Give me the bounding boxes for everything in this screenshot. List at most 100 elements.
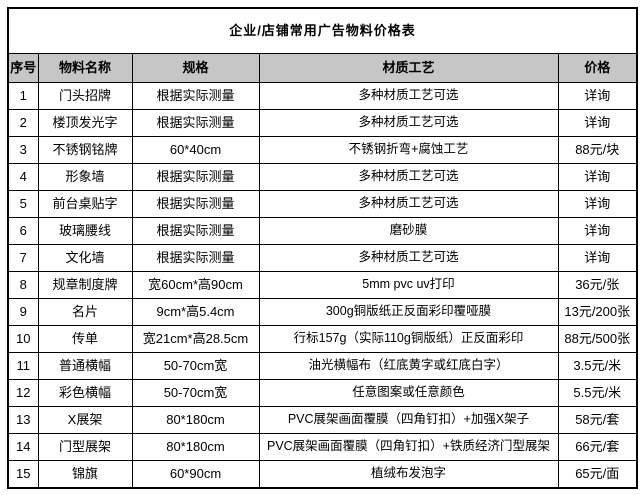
- table-row: 5 前台桌贴字 根据实际测量 多种材质工艺可选 详询: [7, 190, 638, 218]
- table-row: 3 不锈钢铭牌 60*40cm 不锈钢折弯+腐蚀工艺 88元/块: [7, 136, 638, 164]
- cell-process: 植绒布发泡字: [258, 460, 559, 489]
- cell-spec: 根据实际测量: [131, 190, 260, 218]
- cell-price: 详询: [557, 217, 638, 245]
- cell-price: 详询: [557, 244, 638, 272]
- cell-spec: 50-70cm宽: [131, 352, 260, 380]
- column-header-cell-spec: 规格: [131, 53, 260, 83]
- cell-index: 12: [7, 379, 39, 407]
- cell-price: 3.5元/米: [557, 352, 638, 380]
- cell-process: 磨砂膜: [258, 217, 559, 245]
- cell-process: 多种材质工艺可选: [258, 190, 559, 218]
- cell-index: 3: [7, 136, 39, 164]
- cell-price: 5.5元/米: [557, 379, 638, 407]
- cell-material-name: 门头招牌: [37, 82, 133, 110]
- cell-spec: 60*40cm: [131, 136, 260, 164]
- cell-material-name: 玻璃腰线: [37, 217, 133, 245]
- cell-index: 14: [7, 433, 39, 461]
- cell-material-name: 文化墙: [37, 244, 133, 272]
- cell-spec: 60*90cm: [131, 460, 260, 489]
- cell-process: 行标157g（实际110g铜版纸）正反面彩印: [258, 325, 559, 353]
- price-table-container: 企业/店铺常用广告物料价格表 序号 物料名称 规格 材质工艺 价格 1 门头招牌 根据实际测…: [7, 7, 638, 489]
- cell-process: 多种材质工艺可选: [258, 82, 559, 110]
- cell-material-name: 门型展架: [37, 433, 133, 461]
- cell-index: 2: [7, 109, 39, 137]
- table-row: 13 X展架 80*180cm PVC展架画面覆膜（四角钉扣）+加强X架子 58元/套: [7, 406, 638, 434]
- header-row: 序号 物料名称 规格 材质工艺 价格: [7, 53, 638, 83]
- cell-price: 58元/套: [557, 406, 638, 434]
- cell-process: PVC展架画面覆膜（四角钉扣）+铁质经济门型展架: [258, 433, 559, 461]
- cell-material-name: 普通横幅: [37, 352, 133, 380]
- cell-price: 详询: [557, 190, 638, 218]
- table-row: 10 传单 宽21cm*高28.5cm 行标157g（实际110g铜版纸）正反面彩印 8…: [7, 325, 638, 353]
- table-row: 9 名片 9cm*高5.4cm 300g铜版纸正反面彩印覆哑膜 13元/200张: [7, 298, 638, 326]
- cell-price: 详询: [557, 109, 638, 137]
- cell-index: 9: [7, 298, 39, 326]
- cell-spec: 80*180cm: [131, 406, 260, 434]
- table-row: 15 锦旗 60*90cm 植绒布发泡字 65元/面: [7, 460, 638, 489]
- table-row: 6 玻璃腰线 根据实际测量 磨砂膜 详询: [7, 217, 638, 245]
- cell-process: 多种材质工艺可选: [258, 244, 559, 272]
- cell-price: 88元/500张: [557, 325, 638, 353]
- cell-price: 详询: [557, 82, 638, 110]
- cell-process: 不锈钢折弯+腐蚀工艺: [258, 136, 559, 164]
- column-header-cell-process: 材质工艺: [258, 53, 559, 83]
- cell-index: 11: [7, 352, 39, 380]
- cell-material-name: 传单: [37, 325, 133, 353]
- table-row: 14 门型展架 80*180cm PVC展架画面覆膜（四角钉扣）+铁质经济门型展架 66…: [7, 433, 638, 461]
- cell-spec: 宽60cm*高90cm: [131, 271, 260, 299]
- cell-index: 10: [7, 325, 39, 353]
- cell-process: 5mm pvc uv打印: [258, 271, 559, 299]
- table-row: 1 门头招牌 根据实际测量 多种材质工艺可选 详询: [7, 82, 638, 110]
- cell-index: 15: [7, 460, 39, 489]
- cell-material-name: 彩色横幅: [37, 379, 133, 407]
- table-row: 8 规章制度牌 宽60cm*高90cm 5mm pvc uv打印 36元/张: [7, 271, 638, 299]
- cell-material-name: 锦旗: [37, 460, 133, 489]
- cell-material-name: 形象墙: [37, 163, 133, 191]
- cell-price: 36元/张: [557, 271, 638, 299]
- table-row: 11 普通横幅 50-70cm宽 油光横幅布（红底黄字或红底白字） 3.5元/米: [7, 352, 638, 380]
- cell-spec: 80*180cm: [131, 433, 260, 461]
- table-body: 1 门头招牌 根据实际测量 多种材质工艺可选 详询 2 楼顶发光字 根据实际测量 多种材质工艺可…: [7, 82, 638, 489]
- table-row: 12 彩色横幅 50-70cm宽 任意图案或任意颜色 5.5元/米: [7, 379, 638, 407]
- cell-index: 8: [7, 271, 39, 299]
- cell-spec: 根据实际测量: [131, 109, 260, 137]
- cell-material-name: X展架: [37, 406, 133, 434]
- cell-spec: 根据实际测量: [131, 244, 260, 272]
- cell-process: PVC展架画面覆膜（四角钉扣）+加强X架子: [258, 406, 559, 434]
- cell-index: 5: [7, 190, 39, 218]
- title-row: 企业/店铺常用广告物料价格表: [7, 7, 638, 54]
- cell-price: 65元/面: [557, 460, 638, 489]
- cell-index: 13: [7, 406, 39, 434]
- column-header-cell-material-name: 物料名称: [37, 53, 133, 83]
- cell-price: 88元/块: [557, 136, 638, 164]
- cell-process: 油光横幅布（红底黄字或红底白字）: [258, 352, 559, 380]
- cell-material-name: 楼顶发光字: [37, 109, 133, 137]
- table-row: 7 文化墙 根据实际测量 多种材质工艺可选 详询: [7, 244, 638, 272]
- cell-spec: 宽21cm*高28.5cm: [131, 325, 260, 353]
- cell-spec: 根据实际测量: [131, 163, 260, 191]
- cell-material-name: 不锈钢铭牌: [37, 136, 133, 164]
- cell-process: 任意图案或任意颜色: [258, 379, 559, 407]
- page-title: 企业/店铺常用广告物料价格表: [7, 7, 638, 54]
- cell-process: 多种材质工艺可选: [258, 109, 559, 137]
- cell-index: 7: [7, 244, 39, 272]
- cell-material-name: 前台桌贴字: [37, 190, 133, 218]
- table-row: 4 形象墙 根据实际测量 多种材质工艺可选 详询: [7, 163, 638, 191]
- cell-index: 1: [7, 82, 39, 110]
- cell-price: 66元/套: [557, 433, 638, 461]
- column-header-cell-price: 价格: [557, 53, 638, 83]
- cell-process: 300g铜版纸正反面彩印覆哑膜: [258, 298, 559, 326]
- cell-spec: 根据实际测量: [131, 217, 260, 245]
- cell-index: 6: [7, 217, 39, 245]
- cell-price: 13元/200张: [557, 298, 638, 326]
- column-header-cell-index: 序号: [7, 53, 39, 83]
- price-table: 企业/店铺常用广告物料价格表 序号 物料名称 规格 材质工艺 价格 1 门头招牌 根据实际测…: [7, 7, 638, 489]
- table-row: 2 楼顶发光字 根据实际测量 多种材质工艺可选 详询: [7, 109, 638, 137]
- cell-spec: 根据实际测量: [131, 82, 260, 110]
- cell-spec: 9cm*高5.4cm: [131, 298, 260, 326]
- cell-process: 多种材质工艺可选: [258, 163, 559, 191]
- cell-index: 4: [7, 163, 39, 191]
- cell-price: 详询: [557, 163, 638, 191]
- cell-material-name: 规章制度牌: [37, 271, 133, 299]
- cell-spec: 50-70cm宽: [131, 379, 260, 407]
